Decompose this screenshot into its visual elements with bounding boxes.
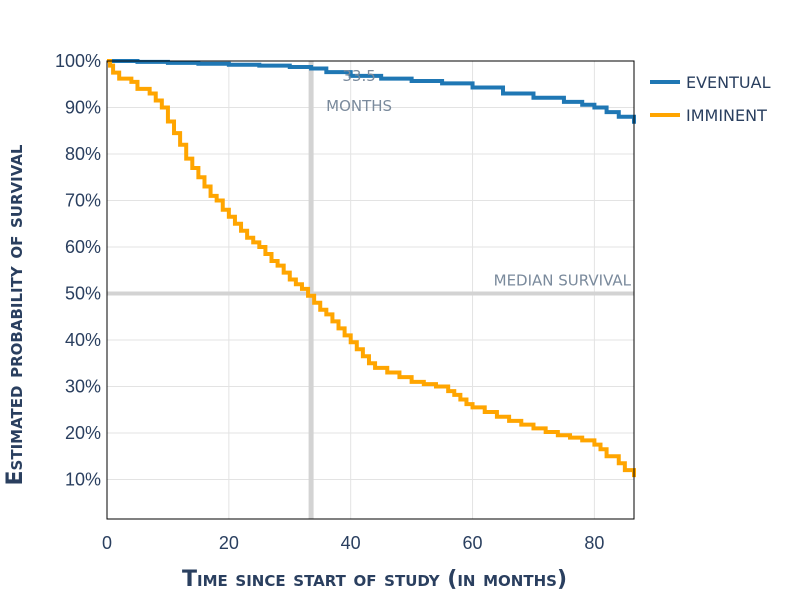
y-tick-label: 70%: [65, 190, 101, 210]
x-tick-labels: 0 20 40 60 80: [102, 533, 604, 553]
y-tick-label: 20%: [65, 423, 101, 443]
y-tick-label: 10%: [65, 469, 101, 489]
reference-x-value-label: 33.5: [342, 67, 375, 85]
series-lines: [107, 59, 636, 478]
x-tick-label: 20: [219, 533, 239, 553]
median-survival-label: MEDIAN SURVIVAL: [494, 271, 632, 289]
legend-label-imminent: IMMINENT: [686, 106, 767, 125]
legend-item-imminent[interactable]: IMMINENT: [650, 106, 767, 125]
y-tick-label: 50%: [65, 283, 101, 303]
series-line-imminent: [107, 59, 636, 478]
plot-frame: [106, 60, 635, 520]
series-line-eventual: [107, 59, 636, 124]
x-tick-label: 40: [341, 533, 361, 553]
x-tick-label: 0: [102, 533, 112, 553]
legend-item-eventual[interactable]: EVENTUAL: [650, 73, 771, 92]
legend-label-eventual: EVENTUAL: [686, 73, 771, 92]
x-tick-label: 80: [584, 533, 604, 553]
reference-x-unit-label: MONTHS: [326, 97, 392, 115]
y-tick-label: 30%: [65, 376, 101, 396]
legend: EVENTUAL IMMINENT: [650, 73, 771, 125]
x-axis-title: Time since start of study (in months): [182, 567, 567, 592]
x-tick-label: 60: [463, 533, 483, 553]
y-tick-label: 100%: [55, 51, 101, 71]
y-tick-label: 80%: [65, 144, 101, 164]
y-tick-label: 40%: [65, 330, 101, 350]
y-tick-label: 90%: [65, 97, 101, 117]
reference-lines: [107, 61, 634, 519]
grid: [106, 60, 634, 519]
y-tick-label: 60%: [65, 237, 101, 257]
y-tick-labels: 10% 20% 30% 40% 50% 60% 70% 80% 90% 100%: [55, 51, 101, 489]
y-axis-title: Estimated probability of survival: [3, 144, 28, 485]
